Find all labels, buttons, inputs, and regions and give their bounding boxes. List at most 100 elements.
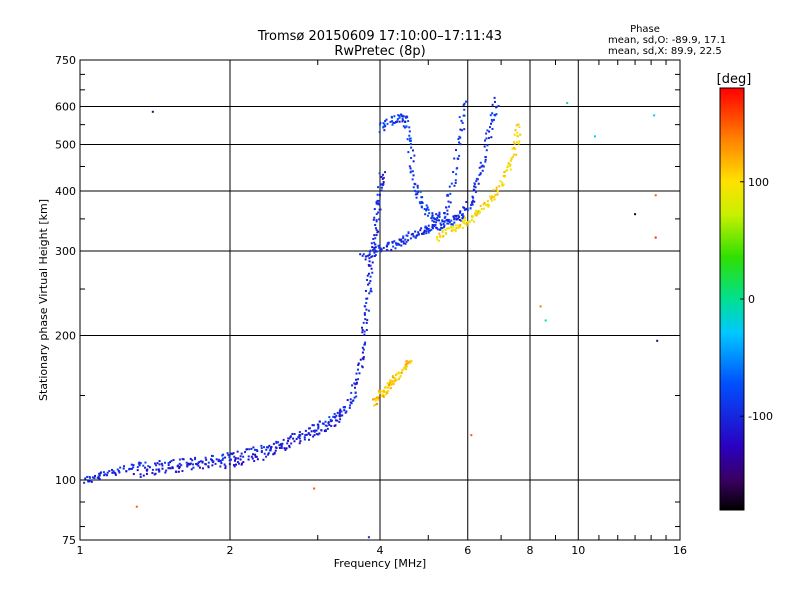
data-point <box>112 470 115 473</box>
data-point <box>373 246 376 249</box>
data-point <box>228 456 231 459</box>
data-point <box>341 414 344 417</box>
data-point <box>320 429 323 432</box>
data-point <box>385 118 388 121</box>
data-point <box>220 462 223 465</box>
data-point <box>510 157 513 160</box>
data-point <box>338 415 341 418</box>
data-point <box>491 112 494 115</box>
data-point <box>381 178 384 181</box>
data-point <box>382 184 385 187</box>
data-point <box>438 219 441 222</box>
data-point <box>488 195 491 198</box>
data-point <box>89 479 92 482</box>
data-point <box>317 427 320 430</box>
data-point <box>123 465 126 468</box>
data-point <box>438 213 441 216</box>
data-point <box>236 450 239 453</box>
data-point <box>485 132 488 135</box>
data-point <box>174 470 177 473</box>
data-point <box>405 365 408 368</box>
data-point <box>409 167 412 170</box>
colorbar-tick-label: 0 <box>748 293 755 306</box>
data-point <box>509 163 512 166</box>
data-point <box>392 375 395 378</box>
data-point <box>169 467 172 470</box>
data-point <box>391 241 394 244</box>
data-point <box>368 257 371 260</box>
data-point <box>412 186 415 189</box>
data-point <box>239 458 242 461</box>
data-point <box>430 217 433 220</box>
data-point <box>365 328 368 331</box>
data-point <box>459 210 462 213</box>
data-point <box>386 382 389 385</box>
data-point <box>384 385 387 388</box>
data-point <box>470 218 473 221</box>
data-point <box>255 448 258 451</box>
data-point <box>517 123 520 126</box>
data-point <box>145 472 148 475</box>
data-point <box>496 190 499 193</box>
data-point <box>516 141 519 144</box>
data-point <box>277 441 280 444</box>
data-point <box>284 448 287 451</box>
data-point <box>295 437 298 440</box>
data-point <box>376 231 379 234</box>
data-point <box>325 424 328 427</box>
data-point <box>414 183 417 186</box>
data-point <box>496 193 499 196</box>
data-point <box>423 208 426 211</box>
data-point <box>363 312 366 315</box>
isolated-data-point <box>566 102 569 105</box>
data-point <box>207 466 210 469</box>
data-point <box>158 470 161 473</box>
data-point <box>230 452 233 455</box>
data-point <box>447 222 450 225</box>
data-point <box>137 462 140 465</box>
data-point <box>490 199 493 202</box>
isolated-data-point <box>656 339 659 342</box>
data-point <box>391 382 394 385</box>
data-point <box>501 181 504 184</box>
data-point <box>471 203 474 206</box>
data-point <box>435 213 438 216</box>
data-point <box>416 234 419 237</box>
data-point <box>509 159 512 162</box>
data-point <box>498 185 501 188</box>
data-point <box>373 251 376 254</box>
data-point <box>278 446 281 449</box>
data-point <box>168 467 171 470</box>
data-point <box>217 458 220 461</box>
data-point <box>164 471 167 474</box>
data-point <box>502 183 505 186</box>
data-point <box>448 205 451 208</box>
data-point <box>268 449 271 452</box>
data-point <box>190 468 193 471</box>
data-point <box>309 433 312 436</box>
data-point <box>394 120 397 123</box>
data-point <box>334 419 337 422</box>
data-point <box>210 458 213 461</box>
data-point <box>86 475 89 478</box>
data-point <box>371 261 374 264</box>
data-point <box>384 390 387 393</box>
y-tick-label: 75 <box>62 534 76 547</box>
data-point <box>338 411 341 414</box>
data-point <box>417 233 420 236</box>
data-point <box>328 423 331 426</box>
colorbar-label: [deg] <box>717 72 752 87</box>
data-point <box>321 422 324 425</box>
data-point <box>99 472 102 475</box>
data-point <box>318 420 321 423</box>
data-point <box>388 386 391 389</box>
data-point <box>431 219 434 222</box>
data-point <box>285 447 288 450</box>
data-point <box>395 243 398 246</box>
data-point <box>408 360 411 363</box>
data-point <box>442 235 445 238</box>
data-point <box>404 126 407 129</box>
data-point <box>453 218 456 221</box>
data-point <box>384 393 387 396</box>
